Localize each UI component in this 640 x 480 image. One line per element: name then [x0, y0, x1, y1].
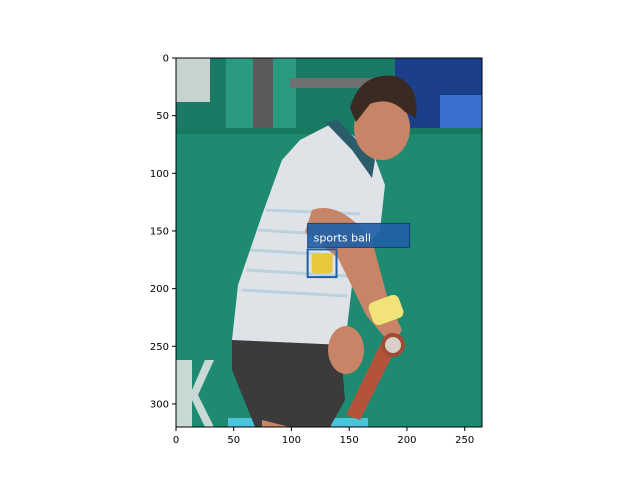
post	[253, 58, 273, 130]
y-tick-label: 250	[150, 342, 169, 353]
y-tick-label: 200	[150, 284, 169, 295]
player-shorts	[232, 338, 345, 427]
photo-image	[176, 58, 482, 427]
detection-box	[306, 248, 338, 279]
racket	[346, 345, 395, 420]
detection-label-bg	[307, 222, 411, 248]
x-axis: 0 50 100 150 200 250	[173, 427, 474, 446]
y-tick-label: 0	[163, 54, 169, 65]
sign-left	[176, 58, 210, 102]
player-head	[354, 96, 410, 160]
wall-letter	[176, 360, 214, 427]
wristband	[368, 294, 404, 326]
detection-annotation: sports ball	[306, 222, 411, 279]
x-tick-label: 100	[282, 435, 301, 446]
x-tick-label: 250	[455, 435, 474, 446]
player-hair	[350, 75, 417, 122]
y-tick-label: 150	[150, 226, 169, 237]
y-tick-label: 100	[150, 169, 169, 180]
detection-label: sports ball	[314, 231, 371, 244]
x-tick-label: 150	[340, 435, 359, 446]
y-axis: 0 50 100 150 200 250 300	[150, 54, 176, 410]
x-tick-label: 50	[227, 435, 240, 446]
y-tick-label: 300	[150, 399, 169, 410]
x-tick-label: 200	[397, 435, 416, 446]
sports-ball	[311, 253, 333, 274]
y-tick-label: 50	[156, 111, 169, 122]
x-tick-label: 0	[173, 435, 179, 446]
axes-frame	[175, 57, 483, 428]
